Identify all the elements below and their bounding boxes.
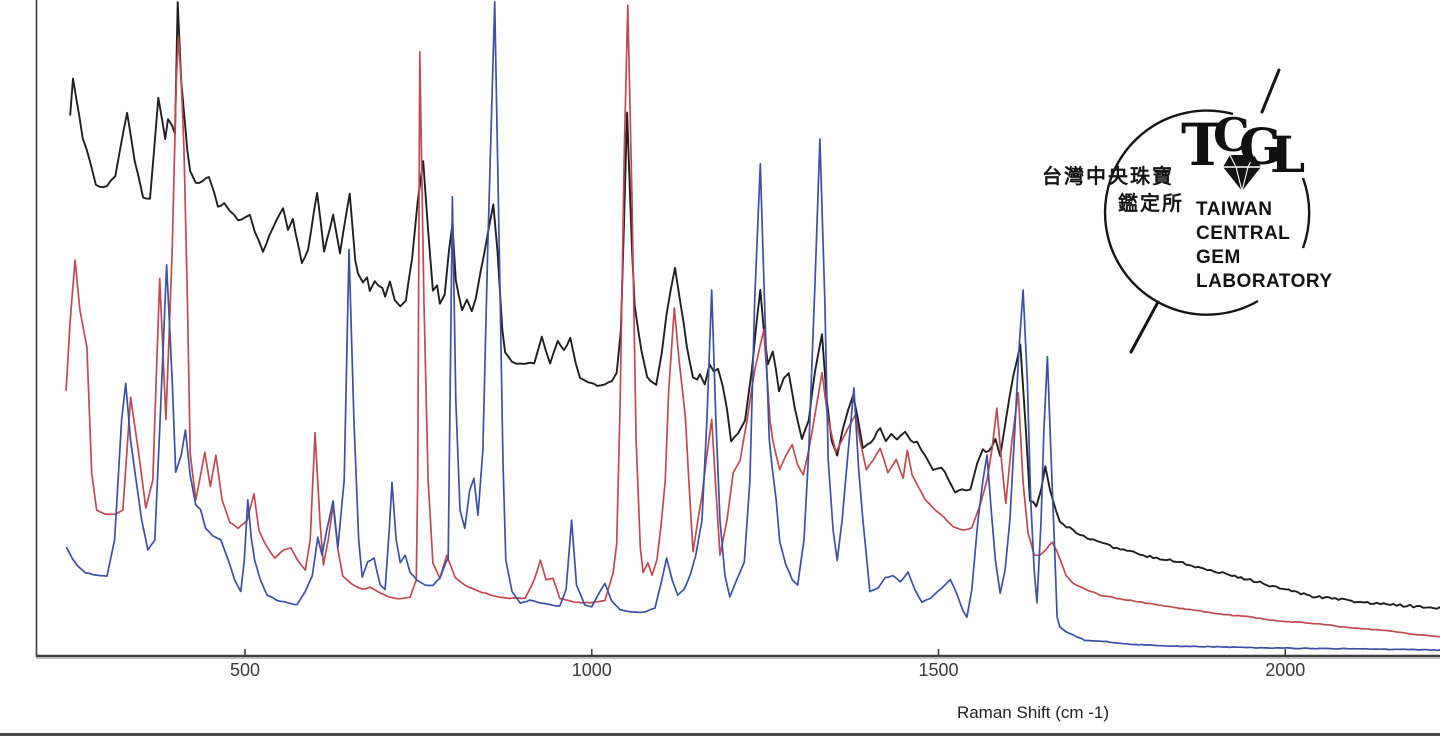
x-axis-tick-label: 2000 [1265, 660, 1305, 680]
x-axis-tick-label: 1000 [572, 660, 612, 680]
spectrum-trace-blue [65, 0, 1440, 652]
spectrum-trace-red [65, 4, 1440, 638]
spectrum-trace-black [69, 1, 1440, 610]
x-axis-title: Raman Shift (cm -1) [956, 703, 1110, 722]
x-axis-tick-label: 500 [230, 660, 260, 680]
x-axis-tick-label: 1500 [918, 660, 958, 680]
bottom-border [0, 733, 1440, 736]
